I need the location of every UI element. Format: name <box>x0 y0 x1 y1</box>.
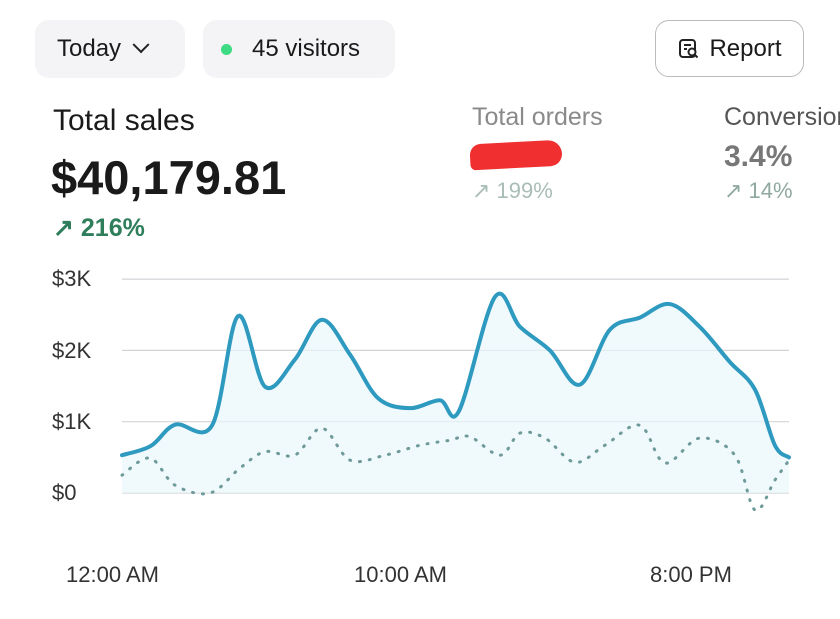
report-search-icon <box>679 38 699 58</box>
series-area-fill <box>122 293 790 493</box>
total-sales-delta: ↗ 216% <box>53 213 145 243</box>
total-orders-delta: ↗ 199% <box>472 178 553 204</box>
live-visitors-button[interactable]: 45 visitors <box>203 20 395 78</box>
report-label: Report <box>709 34 782 62</box>
total-orders-label[interactable]: Total orders <box>472 103 603 131</box>
total-orders-delta-value: 199% <box>496 178 553 203</box>
x-tick-label: 10:00 AM <box>354 562 447 587</box>
arrow-up-right-icon: ↗ <box>472 178 497 203</box>
date-range-label: Today <box>57 35 122 62</box>
series-line-comparison <box>120 423 791 512</box>
total-sales-value: $40,179.81 <box>51 151 287 204</box>
conversion-delta: ↗ 14% <box>724 178 793 204</box>
total-sales-label: Total sales <box>53 104 195 137</box>
y-tick-label: $0 <box>52 480 77 505</box>
live-dot-icon <box>221 43 232 55</box>
date-range-dropdown[interactable]: Today <box>35 20 185 78</box>
conversion-value: 3.4% <box>724 140 793 173</box>
x-tick-label: 12:00 AM <box>66 562 159 587</box>
y-tick-label: $2K <box>52 338 92 363</box>
conversion-delta-value: 14% <box>748 178 793 203</box>
total-sales-delta-value: 216% <box>80 214 145 242</box>
series-line-today <box>120 291 792 460</box>
arrow-up-right-icon: ↗ <box>724 178 749 203</box>
x-tick-label: 8:00 PM <box>650 562 732 587</box>
visitors-count: 45 visitors <box>252 35 361 62</box>
conversion-label[interactable]: Conversion <box>724 103 840 131</box>
report-button[interactable]: Report <box>655 20 804 77</box>
y-tick-label: $3K <box>52 266 92 291</box>
arrow-up-right-icon: ↗ <box>53 214 81 242</box>
y-tick-label: $1K <box>52 409 92 434</box>
